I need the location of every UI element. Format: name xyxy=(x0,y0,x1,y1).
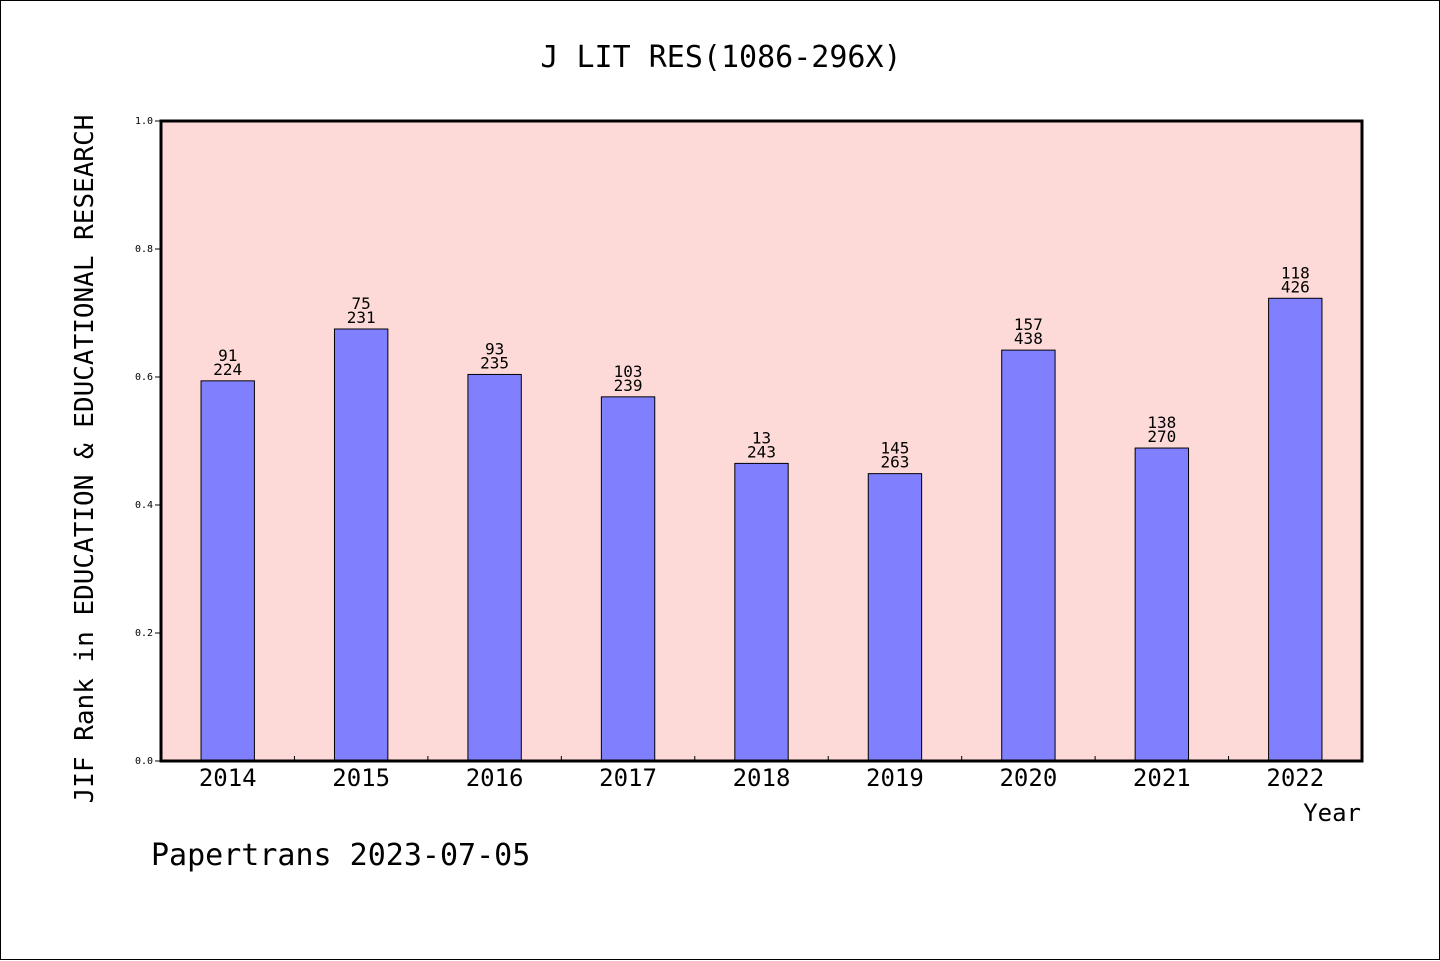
x-tick-label: 2015 xyxy=(332,764,390,792)
y-tick-label: 0.0 xyxy=(135,756,153,767)
bar-label-bottom: 224 xyxy=(213,360,242,379)
x-tick-label: 2020 xyxy=(999,764,1057,792)
bar-label-top: 75 xyxy=(352,294,371,313)
bar-2016 xyxy=(467,373,522,762)
y-tick-label: 0.4 xyxy=(135,500,153,511)
x-tick-label: 2018 xyxy=(733,764,791,792)
x-tick-label: 2019 xyxy=(866,764,924,792)
bar-label-bottom: 270 xyxy=(1147,427,1176,446)
bar-2014 xyxy=(200,380,255,762)
plot-border xyxy=(159,119,1364,763)
bar-label-top: 91 xyxy=(218,346,237,365)
chart-title: J LIT RES(1086-296X) xyxy=(540,40,901,75)
bar-2018 xyxy=(734,462,789,762)
bar-2015 xyxy=(333,328,389,762)
bar-label-top: 138 xyxy=(1147,413,1176,432)
y-tick-label: 1.0 xyxy=(135,116,153,127)
y-axis-label: JIF Rank in EDUCATION & EDUCATIONAL RESE… xyxy=(70,115,100,804)
bar-label-top: 13 xyxy=(752,428,771,447)
bar-2020 xyxy=(1001,349,1056,762)
bar-2017 xyxy=(600,396,656,762)
bar-2019 xyxy=(867,473,923,762)
bar-label-bottom: 235 xyxy=(480,353,509,372)
bar-label-bottom: 231 xyxy=(347,308,376,327)
bar-label-bottom: 239 xyxy=(614,376,643,395)
bar-label-top: 93 xyxy=(485,339,504,358)
x-axis: 2014 2015 2016 2017 2018 2019 2020 2021 2022 xyxy=(199,756,1324,792)
bar-label-top: 145 xyxy=(880,439,909,458)
x-tick-label: 2022 xyxy=(1266,764,1324,792)
bar-label-bottom: 426 xyxy=(1281,277,1310,296)
x-tick-label: 2021 xyxy=(1133,764,1191,792)
y-tick-label: 0.2 xyxy=(135,628,153,639)
bar-label-top: 118 xyxy=(1281,263,1310,282)
x-tick-label: 2014 xyxy=(199,764,257,792)
y-tick-label: 0.8 xyxy=(135,244,153,255)
bar-label-bottom: 263 xyxy=(880,453,909,472)
bar-label-top: 103 xyxy=(614,362,643,381)
y-tick-label: 0.6 xyxy=(135,372,153,383)
x-tick-label: 2017 xyxy=(599,764,657,792)
bar-label-bottom: 243 xyxy=(747,442,776,461)
bar-2021 xyxy=(1134,447,1190,762)
bar-label-top: 157 xyxy=(1014,315,1043,334)
footer-source: Papertrans 2023-07-05 xyxy=(151,838,530,873)
y-axis: 0.0 0.2 0.4 0.6 0.8 1.0 xyxy=(135,116,161,767)
x-axis-label: Year xyxy=(1303,799,1361,827)
bar-label-bottom: 438 xyxy=(1014,329,1043,348)
bar-2022 xyxy=(1268,297,1323,762)
x-tick-label: 2016 xyxy=(466,764,524,792)
